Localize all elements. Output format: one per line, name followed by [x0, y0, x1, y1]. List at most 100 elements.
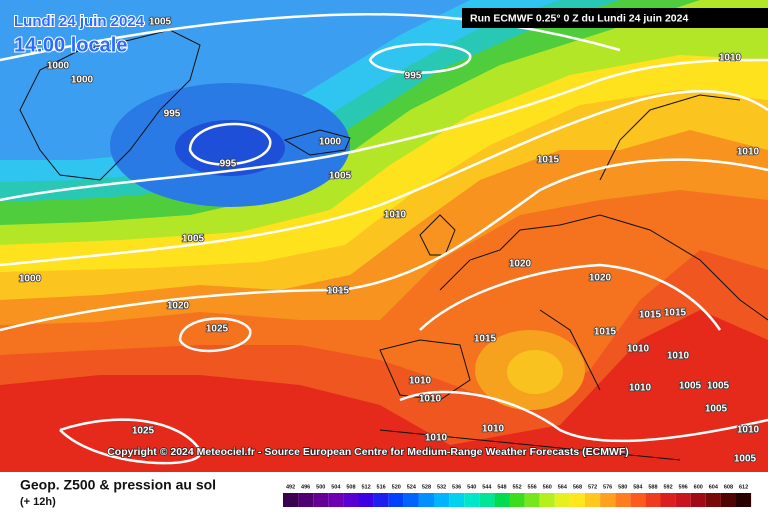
isobar-label: 1005 — [734, 454, 757, 465]
isobar-label: 1015 — [474, 334, 497, 345]
legend-swatch — [298, 493, 314, 507]
legend-swatch — [449, 493, 465, 507]
legend-label: 512 — [361, 484, 370, 490]
isobar-label: 1010 — [737, 147, 760, 158]
legend-label: 612 — [739, 484, 748, 490]
isobar-label: 1010 — [667, 351, 690, 362]
legend-swatch — [615, 493, 631, 507]
legend-label: 492 — [286, 484, 295, 490]
isobar-label: 1020 — [509, 259, 532, 270]
legend-label: 568 — [573, 484, 582, 490]
isobar-label: 1000 — [71, 75, 94, 86]
legend-label: 560 — [543, 484, 552, 490]
isobar-label: 995 — [220, 159, 237, 170]
legend-label: 528 — [422, 484, 431, 490]
legend-swatch — [569, 493, 585, 507]
isobar-label: 1010 — [629, 383, 652, 394]
copyright: Copyright © 2024 Meteociel.fr - Source E… — [107, 446, 629, 458]
isobar-label: 1015 — [594, 327, 617, 338]
legend-label: 500 — [316, 484, 325, 490]
isobar-label: 1005 — [182, 234, 205, 245]
legend-swatch — [630, 493, 646, 507]
legend-label: 508 — [346, 484, 355, 490]
isobar-label: 1010 — [482, 424, 505, 435]
legend-swatch — [675, 493, 691, 507]
run-box — [462, 8, 768, 28]
legend-swatch — [328, 493, 344, 507]
legend-swatch — [554, 493, 570, 507]
legend-label: 572 — [588, 484, 597, 490]
isobar-label: 1000 — [19, 274, 42, 285]
isobar-label: 1005 — [707, 381, 730, 392]
isobar-label: 1025 — [206, 324, 229, 335]
legend-label: 596 — [679, 484, 688, 490]
legend-swatch — [645, 493, 661, 507]
legend-label: 524 — [407, 484, 417, 490]
footer-lead: (+ 12h) — [20, 496, 56, 508]
isobars — [0, 12, 768, 465]
isobar-label: 1010 — [737, 425, 760, 436]
legend-swatch — [313, 493, 329, 507]
isobar-label: 1010 — [719, 53, 742, 64]
legend-swatch — [690, 493, 706, 507]
footer-title: Geop. Z500 & pression au sol — [20, 477, 216, 493]
legend-label: 532 — [437, 484, 446, 490]
legend-swatch — [283, 493, 299, 507]
isobar-label: 995 — [164, 109, 181, 120]
isobar-label: 1005 — [149, 17, 172, 28]
legend-swatch — [705, 493, 721, 507]
isobar-label: 1020 — [167, 301, 190, 312]
legend-swatch — [720, 493, 736, 507]
legend-swatch — [585, 493, 601, 507]
legend-label: 600 — [694, 484, 703, 490]
run-label: Run ECMWF 0.25° 0 Z du Lundi 24 juin 202… — [470, 12, 688, 24]
legend-swatch — [509, 493, 525, 507]
legend-swatch — [524, 493, 540, 507]
isobar-label: 1000 — [319, 137, 342, 148]
isobar-label: 1010 — [627, 344, 650, 355]
legend-swatch — [388, 493, 404, 507]
legend-swatch — [418, 493, 434, 507]
legend-label: 520 — [392, 484, 401, 490]
legend-label: 576 — [603, 484, 612, 490]
legend-label: 588 — [648, 484, 657, 490]
legend-swatch — [479, 493, 495, 507]
legend-label: 496 — [301, 484, 310, 490]
legend-label: 548 — [497, 484, 506, 490]
isobar-label: 1005 — [679, 381, 702, 392]
legend-swatch — [539, 493, 555, 507]
legend-swatch — [403, 493, 419, 507]
legend-swatch — [600, 493, 616, 507]
legend-swatch — [343, 493, 359, 507]
isobar-label: 1000 — [47, 61, 70, 72]
isobar-label: 1005 — [329, 171, 352, 182]
legend-label: 552 — [512, 484, 521, 490]
legend-label: 608 — [724, 484, 733, 490]
legend-label: 516 — [377, 484, 386, 490]
legend-swatch — [736, 493, 752, 507]
legend-label: 580 — [618, 484, 627, 490]
isobar-label: 1020 — [589, 273, 612, 284]
legend-label: 540 — [467, 484, 476, 490]
legend-swatch — [494, 493, 510, 507]
legend-swatch — [660, 493, 676, 507]
legend-swatch — [434, 493, 450, 507]
isobar-label: 1010 — [384, 210, 407, 221]
legend-label: 584 — [633, 484, 643, 490]
isobar-label: 1015 — [639, 310, 662, 321]
isobar-label: 1015 — [664, 308, 687, 319]
legend-label: 592 — [663, 484, 672, 490]
legend-swatch — [464, 493, 480, 507]
legend-label: 504 — [331, 484, 341, 490]
legend-swatch — [358, 493, 374, 507]
date-label: Lundi 24 juin 2024 — [14, 13, 145, 30]
legend-label: 536 — [452, 484, 461, 490]
isobar-label: 1010 — [409, 376, 432, 387]
field — [0, 0, 768, 472]
isobar-label: 1010 — [425, 433, 448, 444]
isobar-label: 1015 — [537, 155, 560, 166]
isobar-label: 1025 — [132, 426, 155, 437]
legend-swatch — [373, 493, 389, 507]
